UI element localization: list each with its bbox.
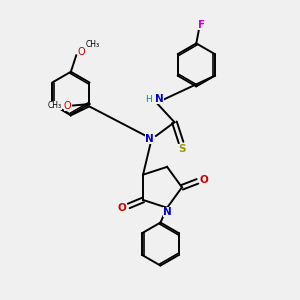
Text: O: O <box>78 47 86 57</box>
Text: N: N <box>155 94 164 104</box>
Text: H: H <box>145 95 152 104</box>
Text: CH₃: CH₃ <box>85 40 100 50</box>
Text: N: N <box>145 134 154 144</box>
Text: S: S <box>178 144 185 154</box>
Text: N: N <box>163 207 172 217</box>
Text: O: O <box>64 100 71 110</box>
Text: F: F <box>198 20 205 30</box>
Text: CH₃: CH₃ <box>47 101 61 110</box>
Text: O: O <box>118 203 127 213</box>
Text: O: O <box>200 175 208 184</box>
